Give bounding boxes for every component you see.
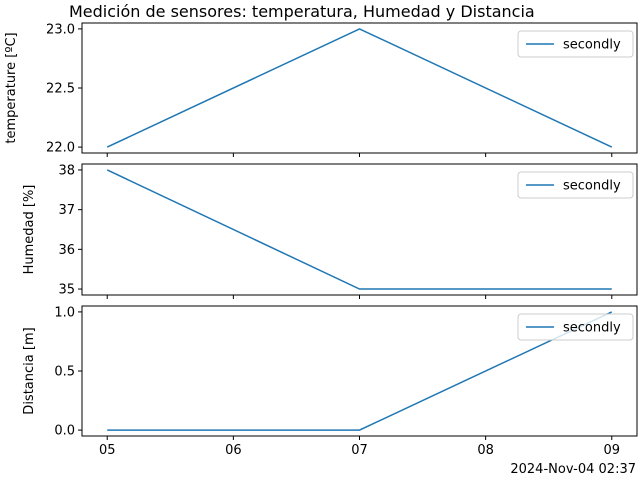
- x-tick-label: 09: [603, 443, 620, 458]
- legend-box: [517, 313, 634, 341]
- legend-box: [517, 171, 634, 199]
- y-tick-label: 36: [58, 243, 75, 258]
- legend-label: secondly: [563, 38, 621, 53]
- x-tick-label: 08: [477, 443, 494, 458]
- y-tick-label: 23.0: [46, 22, 75, 37]
- x-tick-label: 07: [351, 443, 368, 458]
- subplot-3: 0.0 0.5 1.0 05 06 07 08 09 Distancia [m] secondly: [22, 305, 638, 458]
- y-tick-label: 1.0: [54, 305, 75, 320]
- y-tick-label: 38: [58, 163, 75, 178]
- legend: secondly: [517, 171, 634, 199]
- legend-box: [517, 30, 634, 58]
- legend: secondly: [517, 30, 634, 58]
- y-tick-label: 22.0: [46, 141, 75, 156]
- subplot-2: 35 36 37 38 Humedad [%] secondly: [22, 163, 638, 299]
- y-axis-label: Distancia [m]: [22, 327, 37, 414]
- y-tick-label: 0.5: [54, 365, 75, 380]
- subplots-layer: 22.0 22.5 23.0 temperature [ºC] secondly 35 36…: [4, 22, 638, 458]
- legend: secondly: [517, 313, 634, 341]
- x-tick-label: 05: [99, 443, 116, 458]
- legend-label: secondly: [563, 179, 621, 194]
- x-tick-label: 06: [225, 443, 242, 458]
- y-tick-label: 35: [58, 283, 75, 298]
- chart-title: Medición de sensores: temperatura, Humed…: [69, 2, 535, 21]
- legend-label: secondly: [563, 321, 621, 336]
- y-axis-label: Humedad [%]: [22, 185, 37, 275]
- timestamp-label: 2024-Nov-04 02:37: [510, 462, 636, 477]
- y-tick-label: 37: [58, 203, 75, 218]
- y-axis-label: temperature [ºC]: [4, 32, 19, 143]
- subplot-1: 22.0 22.5 23.0 temperature [ºC] secondly: [4, 22, 638, 157]
- y-tick-label: 22.5: [46, 82, 75, 97]
- y-tick-label: 0.0: [54, 424, 75, 439]
